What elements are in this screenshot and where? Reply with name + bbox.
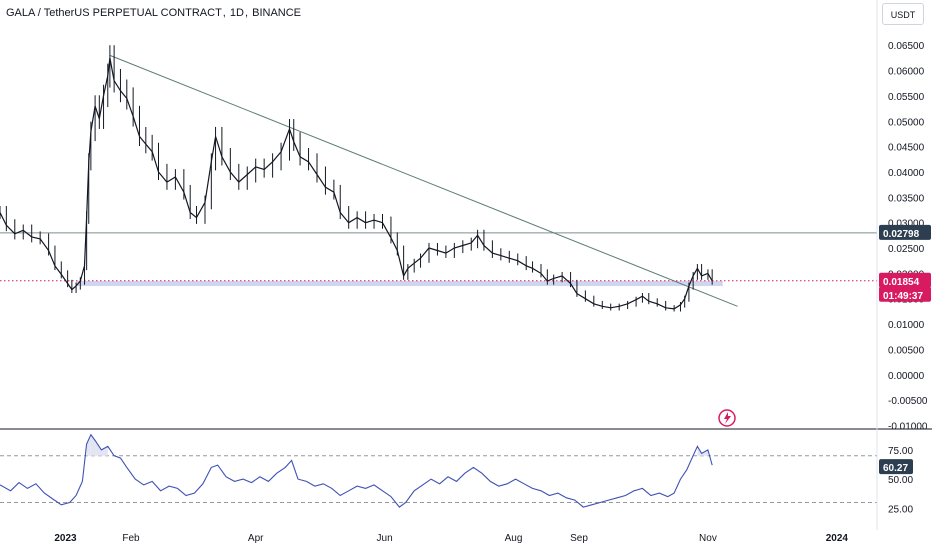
x-tick-label: 2023: [54, 533, 77, 544]
rsi-overbought-fill: [86, 434, 91, 456]
rsi-tick-label: 25.00: [888, 504, 913, 515]
current-price-label-bg: [879, 272, 931, 288]
rsi-line: [0, 433, 713, 508]
x-tick-label: Nov: [699, 533, 717, 544]
rsi-value-label: 60.27: [883, 463, 908, 474]
currency-button[interactable]: USDT: [882, 3, 924, 25]
price-tick-label: 0.06500: [888, 41, 925, 52]
x-tick-label: Sep: [570, 533, 588, 544]
price-tick-label: 0.05500: [888, 92, 925, 103]
current-price-label: 0.01854: [883, 277, 920, 288]
price-tick-label: 0.02500: [888, 244, 925, 255]
bar-countdown-label: 01:49:37: [883, 291, 923, 302]
lightning-icon: [718, 409, 736, 427]
support-zone: [76, 280, 723, 287]
bar-countdown-label-bg: [879, 286, 931, 302]
price-tick-label: 0.06000: [888, 67, 925, 78]
x-tick-label: Apr: [248, 533, 264, 544]
price-tick-label: -0.01000: [888, 421, 928, 432]
price-tick-label: 0.05000: [888, 117, 925, 128]
price-series-line: [0, 57, 713, 310]
x-tick-label: Aug: [505, 533, 523, 544]
rsi-panel: [0, 433, 877, 508]
rsi-tick-label: 75.00: [888, 446, 913, 457]
rsi-overbought-fill: [95, 440, 102, 456]
price-tick-label: 0.01000: [888, 320, 925, 331]
exchange-label: BINANCE: [252, 7, 302, 19]
price-tick-label: 0.00500: [888, 345, 925, 356]
price-panel: [0, 45, 877, 427]
chart-title: GALA / TetherUS PERPETUAL CONTRACT, 1D, …: [6, 7, 302, 19]
horizontal-level-label: 0.02798: [883, 229, 920, 240]
price-tick-label: 0.04500: [888, 143, 925, 154]
price-tick-label: 0.03500: [888, 193, 925, 204]
interval-label: 1D: [229, 7, 244, 19]
rsi-value-label-bg: [879, 459, 913, 475]
x-tick-label: Jun: [377, 533, 393, 544]
horizontal-level-label-bg: [879, 224, 931, 240]
rsi-overbought-fill: [101, 446, 108, 456]
rsi-tick-label: 50.00: [888, 475, 913, 486]
price-tick-label: 0.03000: [888, 219, 925, 230]
descending-trendline: [109, 54, 738, 307]
x-tick-label: 2024: [826, 533, 849, 544]
price-tick-label: -0.00500: [888, 396, 928, 407]
lightning-icon-glyph: [724, 412, 731, 424]
price-tick-label: 0.00000: [888, 371, 925, 382]
symbol-name: GALA / TetherUS PERPETUAL CONTRACT: [6, 7, 222, 19]
x-tick-label: Feb: [122, 533, 140, 544]
price-tick-label: 0.04000: [888, 168, 925, 179]
